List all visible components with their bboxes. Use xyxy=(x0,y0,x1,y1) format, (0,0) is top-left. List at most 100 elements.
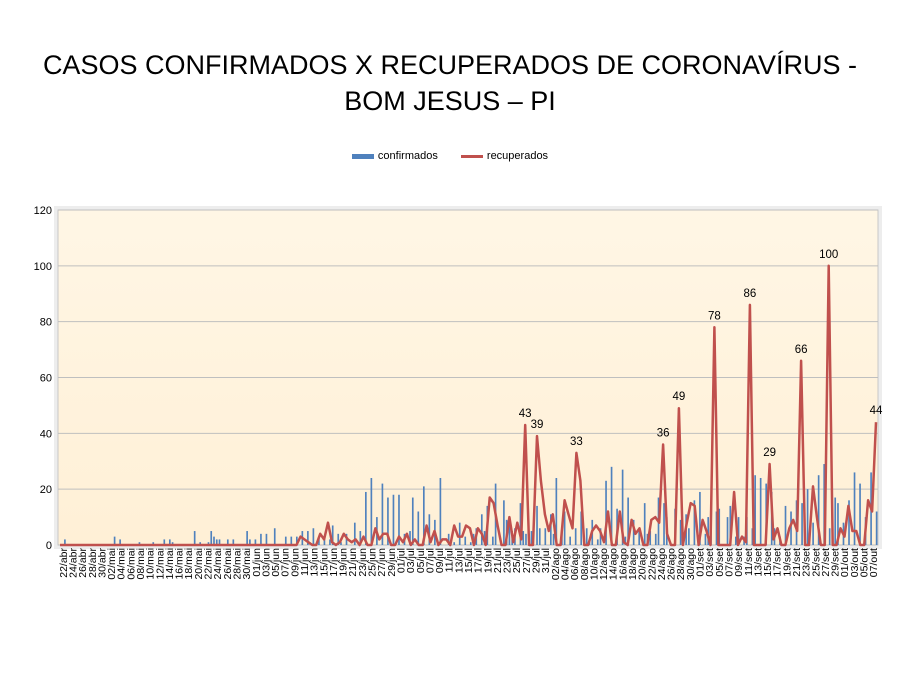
data-label-recuperados: 33 xyxy=(570,436,583,448)
bar-confirmados xyxy=(552,533,555,545)
bar-confirmados xyxy=(171,542,174,545)
bar-confirmados xyxy=(525,533,527,545)
bar-confirmados xyxy=(605,480,607,545)
bar-confirmados xyxy=(492,536,494,545)
bar-confirmados xyxy=(447,533,450,545)
bar-confirmados xyxy=(323,536,326,545)
x-tick-label: 17/jun xyxy=(328,548,340,577)
x-tick-label: 02/ago xyxy=(550,548,562,580)
legend-item-recuperados: recuperados xyxy=(460,150,549,163)
y-tick-label: 40 xyxy=(40,428,52,440)
bar-confirmados xyxy=(439,478,442,545)
x-tick-label: 21/set xyxy=(791,548,803,577)
bar-confirmados xyxy=(359,531,362,545)
x-tick-label: 27/jun xyxy=(376,548,388,577)
bar-confirmados xyxy=(207,542,210,545)
x-tick-label: 01/set xyxy=(695,548,707,577)
x-tick-label: 20/ago xyxy=(637,548,649,580)
bar-confirmados xyxy=(599,528,602,545)
bar-confirmados xyxy=(699,491,701,545)
x-tick-label: 29/jun xyxy=(386,548,398,577)
bar-confirmados xyxy=(340,542,342,545)
bar-confirmados xyxy=(387,497,389,545)
x-tick-label: 24/abr xyxy=(68,548,80,578)
x-tick-label: 25/jun xyxy=(367,548,379,577)
x-tick-label: 07/jun xyxy=(280,548,292,577)
bar-confirmados xyxy=(370,478,373,545)
bar-confirmados xyxy=(621,469,624,545)
bar-confirmados xyxy=(817,475,820,545)
data-label-recuperados: 49 xyxy=(673,391,686,403)
x-tick-label: 27/set xyxy=(820,548,832,577)
bar-confirmados xyxy=(312,528,315,545)
chart-legend: confirmados recuperados xyxy=(0,150,900,162)
bar-confirmados xyxy=(627,497,629,545)
x-tick-label: 06/mai xyxy=(125,548,137,580)
x-tick-label: 20/mai xyxy=(193,548,205,580)
x-tick-label: 11/jul xyxy=(444,548,456,572)
x-tick-label: 21/jun xyxy=(347,548,359,577)
y-tick-label: 100 xyxy=(34,261,52,273)
x-tick-label: 24/ago xyxy=(656,548,668,580)
x-tick-label: 13/set xyxy=(752,548,764,577)
x-tick-label: 22/mai xyxy=(203,548,215,580)
chart-title-line-2: BOM JESUS – PI xyxy=(344,86,556,116)
y-tick-label: 80 xyxy=(40,317,52,329)
bar-confirmados xyxy=(331,525,334,545)
bar-confirmados xyxy=(503,500,505,545)
legend-label-recuperados: recuperados xyxy=(486,150,549,163)
data-label-recuperados: 100 xyxy=(819,249,838,261)
x-tick-label: 22/ago xyxy=(646,548,658,580)
bar-confirmados xyxy=(544,528,547,545)
bar-confirmados xyxy=(704,533,707,545)
bar-confirmados xyxy=(273,528,276,545)
y-tick-label: 0 xyxy=(46,540,52,552)
bar-confirmados xyxy=(422,486,425,545)
bar-confirmados xyxy=(530,531,533,545)
bar-confirmados xyxy=(246,531,248,545)
x-tick-label: 30/abr xyxy=(96,547,108,577)
x-tick-label: 28/mai xyxy=(232,548,244,580)
x-tick-label: 18/mai xyxy=(183,548,195,580)
x-tick-label: 23/set xyxy=(801,548,813,577)
bar-confirmados xyxy=(519,503,522,545)
bar-confirmados xyxy=(585,528,588,545)
bar-confirmados xyxy=(848,500,850,545)
bar-confirmados xyxy=(199,542,202,545)
bar-confirmados xyxy=(538,528,541,545)
x-tick-label: 01/out xyxy=(839,548,851,577)
bar-confirmados xyxy=(875,511,878,545)
bar-confirmados xyxy=(168,539,171,545)
x-tick-label: 17/set xyxy=(772,548,784,577)
bar-confirmados xyxy=(409,531,411,545)
x-tick-label: 16/ago xyxy=(617,548,629,580)
x-axis-tick-labels: 22/abr24/abr26/abr28/abr30/abr02/mai04/m… xyxy=(58,547,880,580)
x-tick-label: 25/jul xyxy=(511,548,523,573)
legend-swatch-confirmados xyxy=(351,153,374,159)
x-tick-label: 09/jul xyxy=(434,548,446,573)
x-tick-label: 29/set xyxy=(830,548,842,577)
x-tick-label: 09/jun xyxy=(289,548,301,577)
bar-confirmados xyxy=(284,536,287,545)
bar-confirmados xyxy=(417,511,420,545)
x-tick-label: 21/jul xyxy=(492,548,504,573)
x-tick-label: 10/mai xyxy=(145,548,157,580)
bar-confirmados xyxy=(480,514,483,545)
x-tick-label: 05/out xyxy=(859,548,871,577)
bar-confirmados xyxy=(596,539,599,545)
x-tick-label: 19/set xyxy=(781,548,793,577)
x-tick-label: 30/mai xyxy=(241,548,253,580)
x-tick-label: 31/jul xyxy=(540,548,552,573)
data-label-recuperados: 86 xyxy=(743,288,756,300)
x-tick-label: 01/jun xyxy=(251,548,263,577)
bar-confirmados xyxy=(138,542,141,545)
x-tick-label: 26/ago xyxy=(666,548,678,580)
bar-confirmados xyxy=(734,536,737,545)
bar-confirmados xyxy=(563,511,566,545)
bar-confirmados xyxy=(638,531,641,545)
y-tick-label: 60 xyxy=(40,373,52,385)
x-tick-label: 16/mai xyxy=(174,548,186,580)
bar-confirmados xyxy=(580,511,583,545)
bar-confirmados xyxy=(249,539,251,545)
